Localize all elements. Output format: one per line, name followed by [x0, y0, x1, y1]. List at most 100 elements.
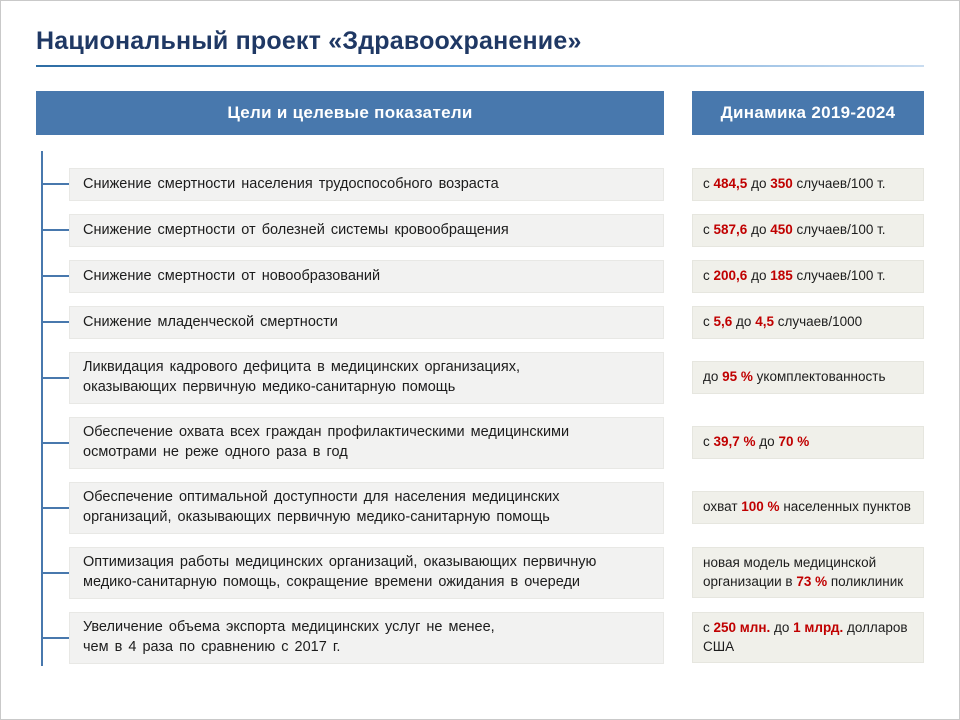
- column-headers: Цели и целевые показатели Динамика 2019-…: [36, 91, 924, 135]
- metric-value: 39,7 %: [713, 434, 756, 450]
- goals-list: Снижение смертности населения трудоспосо…: [36, 151, 924, 666]
- metric-value: 484,5: [713, 176, 748, 191]
- tree-connector-tick: [41, 636, 69, 639]
- metric-text: с: [703, 176, 714, 191]
- goal-box: Обеспечение охвата всех граждан профилак…: [69, 416, 664, 469]
- metric-value: 587,6: [713, 221, 748, 237]
- goal-box: Снижение смертности населения трудоспосо…: [69, 168, 664, 201]
- dynamic-text: с 200,6 до 185 случаев/100 т.: [703, 267, 886, 286]
- metric-text: новая модель медицинской организации в: [703, 554, 877, 589]
- metric-text: с: [703, 619, 714, 635]
- goal-row: Обеспечение охвата всех граждан профилак…: [36, 416, 924, 469]
- dynamic-text: охват 100 % населенных пунктов: [703, 498, 911, 517]
- dynamic-text: с 587,6 до 450 случаев/100 т.: [703, 221, 886, 240]
- goal-row: Снижение смертности от новообразований с…: [36, 259, 924, 293]
- metric-text: с: [703, 313, 714, 329]
- goal-row: Обеспечение оптимальной доступности для …: [36, 481, 924, 534]
- goal-box: Ликвидация кадрового дефицита в медицинс…: [69, 351, 664, 404]
- metric-value: 5,6: [713, 313, 733, 329]
- metric-value: 70 %: [778, 434, 810, 450]
- page-title: Национальный проект «Здравоохранение»: [36, 27, 582, 55]
- metric-text: до: [755, 434, 779, 450]
- metric-text: до: [703, 369, 723, 385]
- goal-text: Снижение смертности от новообразований: [83, 267, 381, 284]
- dynamic-box: с 39,7 % до 70 %: [692, 426, 924, 459]
- goal-row: Снижение младенческой смертности с 5,6 д…: [36, 305, 924, 339]
- metric-text: поликлиник: [827, 573, 904, 589]
- metric-value: 4,5: [755, 313, 774, 329]
- goal-text: Ликвидация кадрового дефицита в медицинс…: [83, 359, 520, 395]
- dynamic-text: до 95 % укомплектованность: [703, 368, 885, 387]
- metric-value: 185: [770, 267, 793, 283]
- dynamic-box: охват 100 % населенных пунктов: [692, 491, 924, 524]
- dynamic-box: новая модель медицинской организации в 7…: [692, 546, 924, 599]
- dynamic-text: с 39,7 % до 70 %: [703, 433, 809, 452]
- goal-text: Увеличение объема экспорта медицинских у…: [83, 619, 495, 655]
- goal-row: Снижение смертности от болезней системы …: [36, 213, 924, 247]
- tree-connector-tick: [41, 376, 69, 379]
- dynamic-text: с 484,5 до 350 случаев/100 т.: [703, 175, 886, 194]
- metric-value: 350: [770, 176, 793, 191]
- metric-text: до: [747, 176, 771, 191]
- goal-text: Снижение младенческой смертности: [83, 313, 338, 330]
- dynamic-text: с 250 млн. до 1 млрд. долларов США: [703, 619, 913, 657]
- goal-row: Ликвидация кадрового дефицита в медицинс…: [36, 351, 924, 404]
- goal-box: Оптимизация работы медицинских организац…: [69, 546, 664, 599]
- goal-row: Увеличение объема экспорта медицинских у…: [36, 611, 924, 664]
- metric-text: до: [732, 313, 756, 329]
- metric-text: укомплектованность: [752, 369, 886, 385]
- metric-value: 73 %: [796, 573, 828, 589]
- dynamic-text: новая модель медицинской организации в 7…: [703, 554, 913, 592]
- goal-text: Снижение смертности от болезней системы …: [83, 221, 509, 238]
- title-divider: [36, 65, 924, 67]
- metric-text: долларов США: [703, 619, 908, 654]
- metric-value: 1 млрд.: [793, 619, 844, 635]
- dynamic-text: с 5,6 до 4,5 случаев/1000: [703, 313, 862, 332]
- metric-text: случаев/100 т.: [792, 176, 886, 191]
- tree-connector-tick: [41, 229, 69, 232]
- goal-box: Снижение младенческой смертности: [69, 305, 664, 339]
- goal-text: Обеспечение оптимальной доступности для …: [83, 489, 560, 525]
- dynamic-box: с 484,5 до 350 случаев/100 т.: [692, 168, 924, 201]
- goal-text: Оптимизация работы медицинских организац…: [83, 554, 597, 590]
- metric-value: 95 %: [722, 369, 753, 385]
- metric-value: 200,6: [713, 267, 748, 283]
- goal-text: Снижение смертности населения трудоспосо…: [83, 175, 499, 192]
- goal-box: Снижение смертности от болезней системы …: [69, 213, 664, 247]
- tree-connector-line: [41, 151, 43, 666]
- tree-connector-tick: [41, 275, 69, 278]
- metric-text: охват: [703, 499, 742, 515]
- dynamic-box: с 5,6 до 4,5 случаев/1000: [692, 305, 924, 339]
- goal-row: Оптимизация работы медицинских организац…: [36, 546, 924, 599]
- metric-text: до: [747, 267, 771, 283]
- metric-value: 100 %: [741, 499, 780, 515]
- goal-row: Снижение смертности населения трудоспосо…: [36, 168, 924, 201]
- metric-value: 450: [770, 221, 793, 237]
- dynamic-box: до 95 % укомплектованность: [692, 361, 924, 394]
- dynamic-box: с 587,6 до 450 случаев/100 т.: [692, 213, 924, 247]
- goal-box: Снижение смертности от новообразований: [69, 259, 664, 293]
- goal-text: Обеспечение охвата всех граждан профилак…: [83, 424, 570, 460]
- tree-connector-tick: [41, 441, 69, 444]
- dynamic-box: с 200,6 до 185 случаев/100 т.: [692, 259, 924, 293]
- goals-column-header: Цели и целевые показатели: [36, 91, 664, 135]
- metric-text: до: [770, 619, 794, 635]
- metric-text: с: [703, 267, 714, 283]
- goal-box: Обеспечение оптимальной доступности для …: [69, 481, 664, 534]
- tree-connector-tick: [41, 506, 69, 509]
- metric-text: случаев/100 т.: [792, 267, 886, 283]
- metric-value: 250 млн.: [713, 619, 771, 635]
- goal-box: Увеличение объема экспорта медицинских у…: [69, 611, 664, 664]
- tree-connector-tick: [41, 321, 69, 324]
- metric-text: до: [747, 221, 771, 237]
- dynamic-box: с 250 млн. до 1 млрд. долларов США: [692, 611, 924, 664]
- tree-connector-tick: [41, 571, 69, 574]
- metric-text: случаев/1000: [773, 313, 863, 329]
- metric-text: с: [703, 434, 714, 450]
- metric-text: с: [703, 221, 714, 237]
- tree-connector-tick: [41, 183, 69, 186]
- metric-text: населенных пунктов: [779, 499, 911, 515]
- dynamics-column-header: Динамика 2019-2024: [692, 91, 924, 135]
- metric-text: случаев/100 т.: [792, 221, 886, 237]
